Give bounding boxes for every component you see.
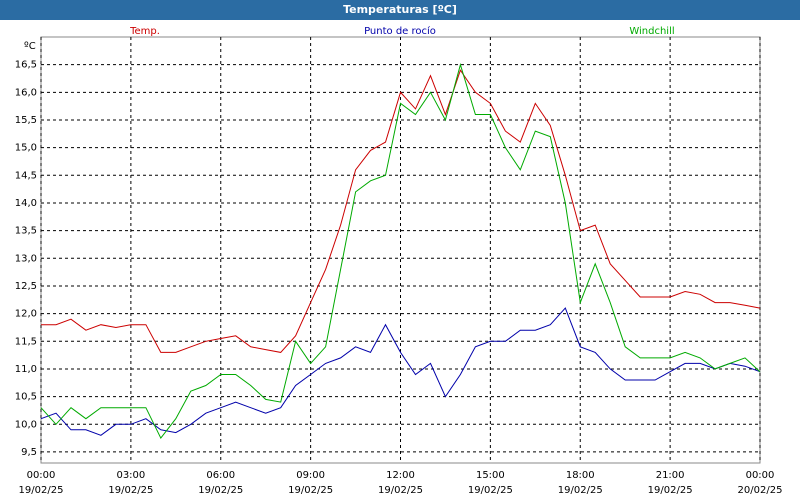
y-tick-label: 14,0 <box>15 198 37 209</box>
x-tick-date: 20/02/25 <box>738 485 783 496</box>
x-tick-label: 18:00 <box>566 470 595 481</box>
y-tick-label: 15,5 <box>15 115 37 126</box>
x-tick-date: 19/02/25 <box>108 485 153 496</box>
x-tick-label: 06:00 <box>206 470 235 481</box>
x-tick-date: 19/02/25 <box>468 485 513 496</box>
x-tick-date: 19/02/25 <box>19 485 64 496</box>
y-tick-label: 16,5 <box>15 60 37 71</box>
x-tick-date: 19/02/25 <box>558 485 603 496</box>
x-tick-label: 00:00 <box>746 470 775 481</box>
y-tick-label: 11,0 <box>15 364 37 375</box>
y-tick-label: 12,0 <box>15 309 37 320</box>
x-tick-label: 12:00 <box>386 470 415 481</box>
x-tick-date: 19/02/25 <box>378 485 423 496</box>
y-tick-label: 11,5 <box>15 336 37 347</box>
y-tick-label: 12,5 <box>15 281 37 292</box>
x-tick-date: 19/02/25 <box>288 485 333 496</box>
series-line <box>40 307 761 436</box>
y-tick-label: 10,0 <box>15 419 37 430</box>
legend-label: Windchill <box>629 26 674 37</box>
x-tick-label: 00:00 <box>27 470 56 481</box>
y-tick-label: 10,5 <box>15 392 37 403</box>
y-axis-unit: ºC <box>24 41 36 52</box>
y-tick-label: 13,0 <box>15 253 37 264</box>
x-tick-label: 09:00 <box>296 470 325 481</box>
legend-label: Temp. <box>129 26 160 37</box>
x-tick-date: 19/02/25 <box>648 485 693 496</box>
y-tick-label: 15,0 <box>15 143 37 154</box>
x-tick-label: 03:00 <box>116 470 145 481</box>
series-line <box>41 69 761 353</box>
series-line <box>40 62 761 440</box>
x-tick-label: 15:00 <box>476 470 505 481</box>
x-tick-label: 21:00 <box>656 470 685 481</box>
legend-label: Punto de rocío <box>364 25 436 37</box>
y-tick-label: 9,5 <box>21 447 37 458</box>
chart-title: Temperaturas [ºC] <box>343 3 457 16</box>
y-tick-label: 13,5 <box>15 226 37 237</box>
x-tick-date: 19/02/25 <box>198 485 243 496</box>
y-tick-label: 16,0 <box>15 87 37 98</box>
title-bar <box>0 0 800 20</box>
y-tick-label: 14,5 <box>15 170 37 181</box>
